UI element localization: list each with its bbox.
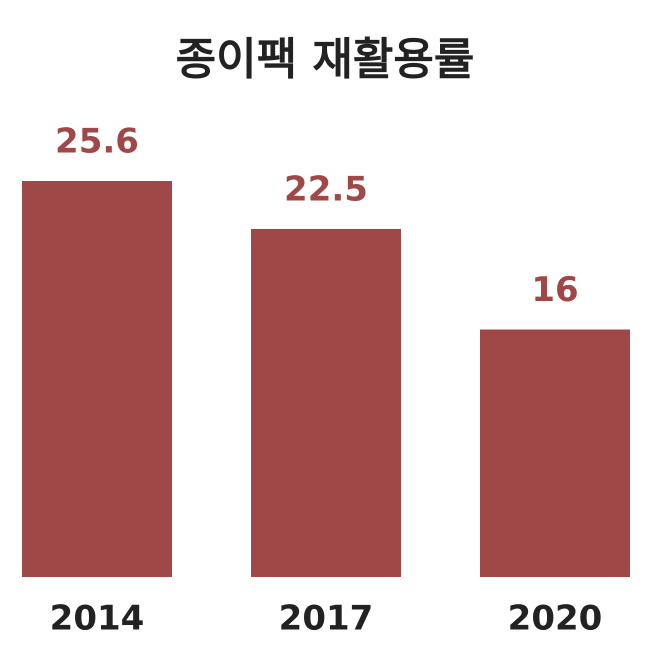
- bar: [251, 228, 401, 577]
- x-tick-label: 2017: [279, 599, 374, 639]
- x-tick-label: 2020: [508, 599, 603, 639]
- bar: [480, 329, 630, 577]
- bar: [22, 181, 172, 577]
- chart-title: 종이팩 재활용률: [176, 34, 475, 85]
- value-label: 22.5: [284, 169, 368, 209]
- value-label: 25.6: [55, 122, 139, 162]
- x-tick-label: 2014: [50, 599, 145, 639]
- value-label: 16: [531, 270, 578, 310]
